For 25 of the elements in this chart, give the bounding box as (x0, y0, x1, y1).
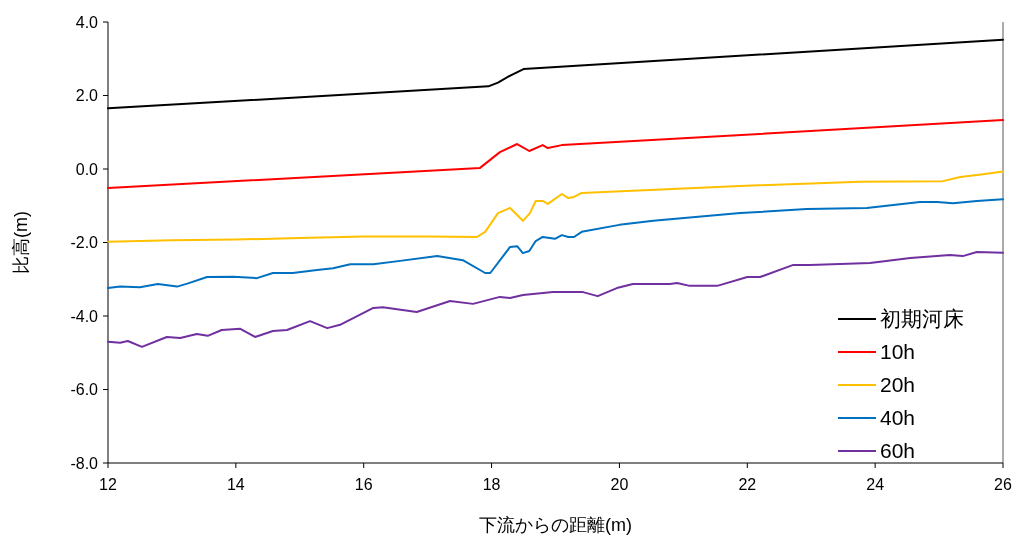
y-axis-title: 比高(m) (11, 211, 31, 274)
x-tick-label: 24 (866, 476, 885, 493)
legend-label: 20h (880, 373, 916, 397)
legend-label: 60h (880, 439, 916, 463)
x-tick-label: 26 (994, 476, 1012, 493)
x-tick-label: 12 (99, 476, 117, 493)
y-tick-label: -6.0 (70, 381, 99, 399)
x-tick-label: 14 (226, 476, 245, 493)
x-tick-label: 18 (482, 476, 501, 493)
line-series (107, 170, 1004, 243)
y-tick-label: -2.0 (70, 234, 99, 252)
x-axis-title: 下流からの距離(m) (479, 515, 632, 535)
legend-label: 10h (880, 340, 916, 364)
y-tick-label: 0.0 (75, 160, 99, 178)
x-tick-label: 22 (738, 476, 757, 493)
x-tick-label: 16 (354, 476, 373, 493)
y-tick-label: 2.0 (75, 87, 99, 105)
line-series (107, 198, 1004, 290)
line-series (107, 119, 1004, 190)
y-tick-label: 4.0 (75, 13, 99, 31)
y-tick-label: -8.0 (70, 454, 99, 472)
x-tick-label: 20 (610, 476, 629, 493)
legend-label: 40h (880, 406, 916, 430)
legend-label: 初期河床 (880, 307, 964, 331)
y-tick-label: -4.0 (70, 307, 99, 325)
